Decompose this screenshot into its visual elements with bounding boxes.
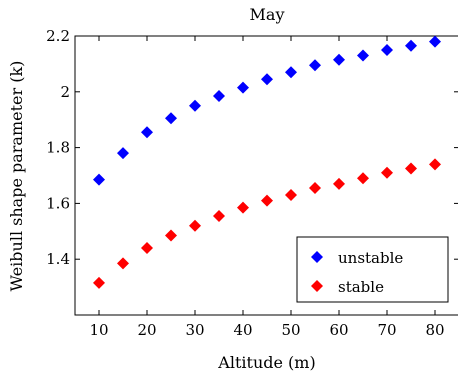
y-tick-label: 2: [60, 83, 70, 101]
data-point-stable: [285, 189, 297, 202]
x-tick-label: 20: [137, 321, 156, 339]
data-point-stable: [213, 209, 225, 222]
data-points: [93, 35, 441, 289]
data-point-unstable: [357, 49, 369, 62]
data-point-stable: [165, 229, 177, 242]
data-point-unstable: [213, 89, 225, 102]
x-tick-label: 50: [281, 321, 300, 339]
x-tick-label: 10: [89, 321, 108, 339]
x-tick-label: 30: [185, 321, 204, 339]
data-point-stable: [357, 172, 369, 185]
y-tick-label: 1.6: [46, 194, 70, 212]
x-tick-label: 70: [377, 321, 396, 339]
data-point-stable: [141, 242, 153, 255]
x-tick-label: 60: [329, 321, 348, 339]
data-point-unstable: [141, 126, 153, 139]
data-point-unstable: [309, 59, 321, 72]
data-point-stable: [93, 276, 105, 289]
data-point-stable: [237, 201, 249, 214]
data-point-unstable: [381, 43, 393, 56]
data-point-unstable: [285, 66, 297, 79]
legend-marker-unstable: [311, 251, 323, 263]
data-point-unstable: [117, 147, 129, 160]
y-tick-label: 1.8: [46, 139, 70, 157]
data-point-stable: [309, 182, 321, 195]
data-point-stable: [381, 166, 393, 179]
legend-label-stable: stable: [338, 278, 384, 296]
data-point-unstable: [189, 99, 201, 112]
x-tick-label: 40: [233, 321, 252, 339]
data-point-unstable: [165, 112, 177, 125]
x-axis-label: Altitude (m): [217, 353, 315, 372]
data-point-unstable: [261, 73, 273, 86]
data-point-stable: [117, 257, 129, 270]
chart-title: May: [250, 5, 285, 24]
data-point-unstable: [93, 173, 105, 186]
data-point-unstable: [333, 53, 345, 66]
y-axis: 1.4 1.6 1.8 2 2.2: [46, 27, 458, 268]
legend-marker-stable: [311, 280, 323, 292]
data-point-stable: [429, 158, 441, 171]
x-axis: 10 20 30 40 50 60 70 80: [89, 36, 445, 339]
data-point-stable: [261, 194, 273, 207]
data-point-stable: [405, 162, 417, 175]
legend: unstable stable: [296, 236, 449, 303]
legend-label-unstable: unstable: [338, 249, 403, 267]
y-axis-label: Weibull shape parameter (k): [7, 61, 26, 292]
data-point-unstable: [237, 81, 249, 94]
y-tick-label: 1.4: [46, 250, 70, 268]
data-point-stable: [189, 219, 201, 232]
data-point-unstable: [429, 35, 441, 48]
data-point-stable: [333, 177, 345, 190]
plot-frame: [74, 35, 458, 316]
x-tick-label: 80: [425, 321, 444, 339]
y-tick-label: 2.2: [46, 27, 70, 45]
legend-box: [296, 236, 449, 303]
data-point-unstable: [405, 39, 417, 52]
